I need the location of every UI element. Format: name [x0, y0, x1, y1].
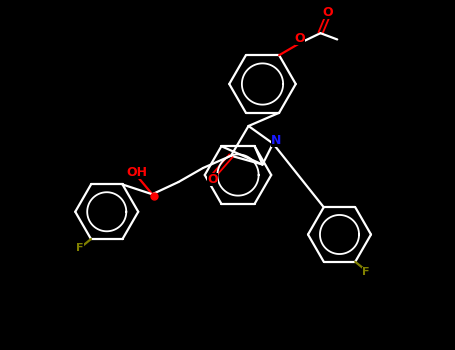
Text: OH: OH	[126, 166, 147, 179]
Text: F: F	[76, 243, 84, 253]
Text: N: N	[271, 134, 282, 147]
Text: O: O	[295, 32, 305, 45]
Text: O: O	[207, 173, 218, 186]
Text: O: O	[322, 6, 333, 19]
Text: F: F	[362, 267, 369, 276]
